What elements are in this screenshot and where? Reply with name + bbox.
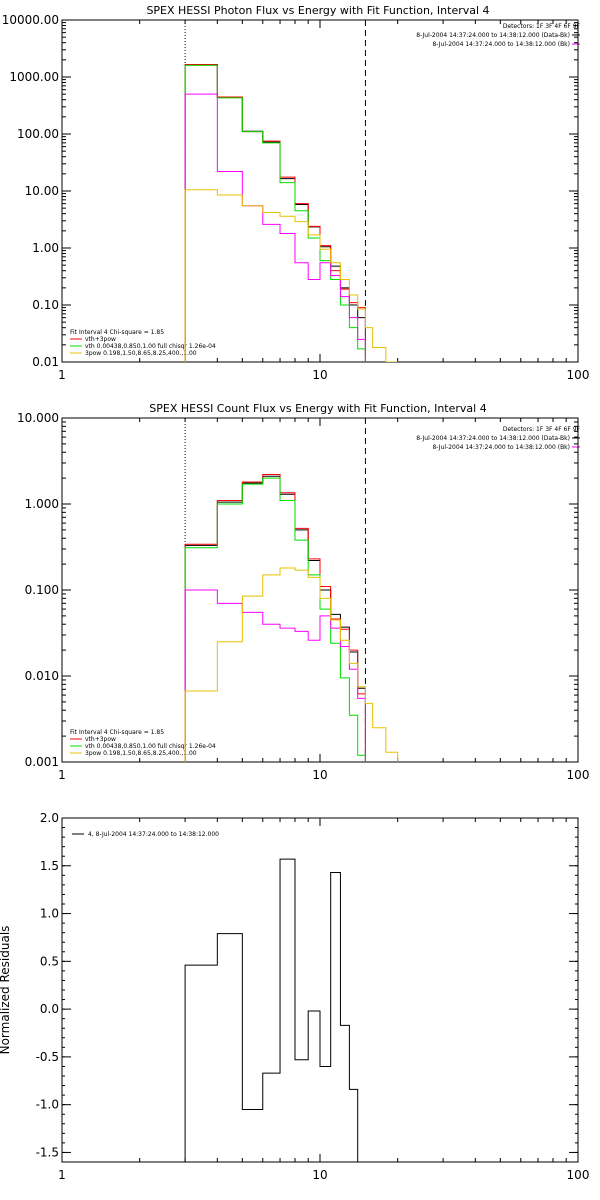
photon-series-1-line: [184, 64, 366, 362]
count-ytick-label: 10.000: [17, 411, 59, 425]
count-fit-legend-red: vth+3pow: [85, 736, 116, 743]
photon-ytick-label: 0.01: [32, 355, 59, 369]
residuals-ytick-label: -0.5: [36, 1050, 59, 1064]
photon-fit-legend-yellow: 3pow 0.198,1.50,8.65,8.25,400.,1.00: [85, 350, 197, 357]
count-header-detectors: Detectors: 1F 3F 4F 6F 9F: [503, 426, 581, 433]
residuals-ytick-label: 0.5: [40, 954, 59, 968]
count-ytick-label: 0.100: [25, 583, 59, 597]
photon-header-bk: 8-Jul-2004 14:37:24.000 to 14:38:12.000 …: [432, 41, 570, 48]
photon-series-4-line: [184, 189, 398, 362]
residuals-ytick-label: 1.0: [40, 907, 59, 921]
count-xtick-label: 10: [312, 768, 327, 782]
count-ytick-label: 0.010: [25, 669, 59, 683]
residuals-panel: Normalized Residuals 4, 8-Jul-2004 14:37…: [0, 811, 589, 1182]
residuals-ytick-label: 2.0: [40, 811, 59, 825]
residuals-xtick-label: 100: [567, 1168, 590, 1182]
residuals-xtick-label: 10: [312, 1168, 327, 1182]
photon-header-detectors: Detectors: 1F 3F 4F 6F 9F: [503, 23, 581, 30]
photon-ytick-label: 10.00: [25, 184, 59, 198]
count-series-3-line: [184, 589, 366, 762]
photon-fit-interval: Fit Interval 4 Chi-square = 1.85: [70, 329, 164, 336]
photon-chart-title: SPEX HESSI Photon Flux vs Energy with Fi…: [146, 4, 489, 17]
photon-series-3-line: [184, 93, 366, 362]
residuals-ytick-label: -1.0: [36, 1098, 59, 1112]
photon-series-0-line: [184, 64, 366, 362]
residuals-xtick-label: 1: [58, 1168, 66, 1182]
photon-ytick-label: 1000.00: [9, 70, 59, 84]
photon-xtick-label: 1: [58, 368, 66, 382]
photon-axes-frame: [61, 19, 579, 363]
photon-series-2-line: [184, 64, 366, 362]
photon-fit-legend-green: vth 0.00438,0.850,1.00 full chisqr 1.26e…: [85, 343, 216, 350]
count-fit-interval: Fit Interval 4 Chi-square = 1.85: [70, 729, 164, 736]
count-header-bk: 8-Jul-2004 14:37:24.000 to 14:38:12.000 …: [432, 444, 570, 451]
photon-ytick-label: 100.00: [17, 127, 59, 141]
residuals-series-0-line: [184, 858, 366, 1162]
photon-header-databk: 8-Jul-2004 14:37:24.000 to 14:38:12.000 …: [416, 32, 570, 39]
count-ytick-label: 0.001: [25, 755, 59, 769]
count-chart-title: SPEX HESSI Count Flux vs Energy with Fit…: [149, 402, 486, 415]
count-flux-panel: SPEX HESSI Count Flux vs Energy with Fit…: [17, 402, 589, 782]
count-series-2-line: [184, 477, 366, 762]
photon-series-layer: [184, 64, 398, 362]
count-series-1-line: [184, 474, 366, 762]
residuals-axes-frame: [61, 817, 579, 1163]
photon-flux-panel: SPEX HESSI Photon Flux vs Energy with Fi…: [2, 4, 590, 382]
count-ytick-label: 1.000: [25, 497, 59, 511]
residuals-ytick-label: -1.5: [36, 1145, 59, 1159]
photon-xtick-label: 10: [312, 368, 327, 382]
count-series-4-line: [184, 567, 399, 762]
photon-ytick-label: 0.10: [32, 298, 59, 312]
residuals-series-layer: [184, 858, 366, 1162]
residuals-ytick-label: 0.0: [40, 1002, 59, 1016]
residuals-ylabel: Normalized Residuals: [0, 926, 12, 1055]
residuals-legend-label: 4, 8-Jul-2004 14:37:24.000 to 14:38:12.0…: [88, 831, 219, 838]
count-fit-legend-green: vth 0.00438,0.850,1.00 full chisqr 1.26e…: [85, 743, 216, 750]
count-xtick-label: 1: [58, 768, 66, 782]
count-series-layer: [184, 474, 399, 762]
photon-ytick-label: 1.00: [32, 241, 59, 255]
count-fit-legend-yellow: 3pow 0.198,1.50,8.65,8.25,400.,1.00: [85, 750, 197, 757]
count-xtick-label: 100: [567, 768, 590, 782]
residuals-ytick-label: 1.5: [40, 859, 59, 873]
photon-xtick-label: 100: [567, 368, 590, 382]
count-header-databk: 8-Jul-2004 14:37:24.000 to 14:38:12.000 …: [416, 435, 570, 442]
photon-fit-legend-red: vth+3pow: [85, 336, 116, 343]
photon-ytick-label: 10000.00: [2, 13, 59, 27]
